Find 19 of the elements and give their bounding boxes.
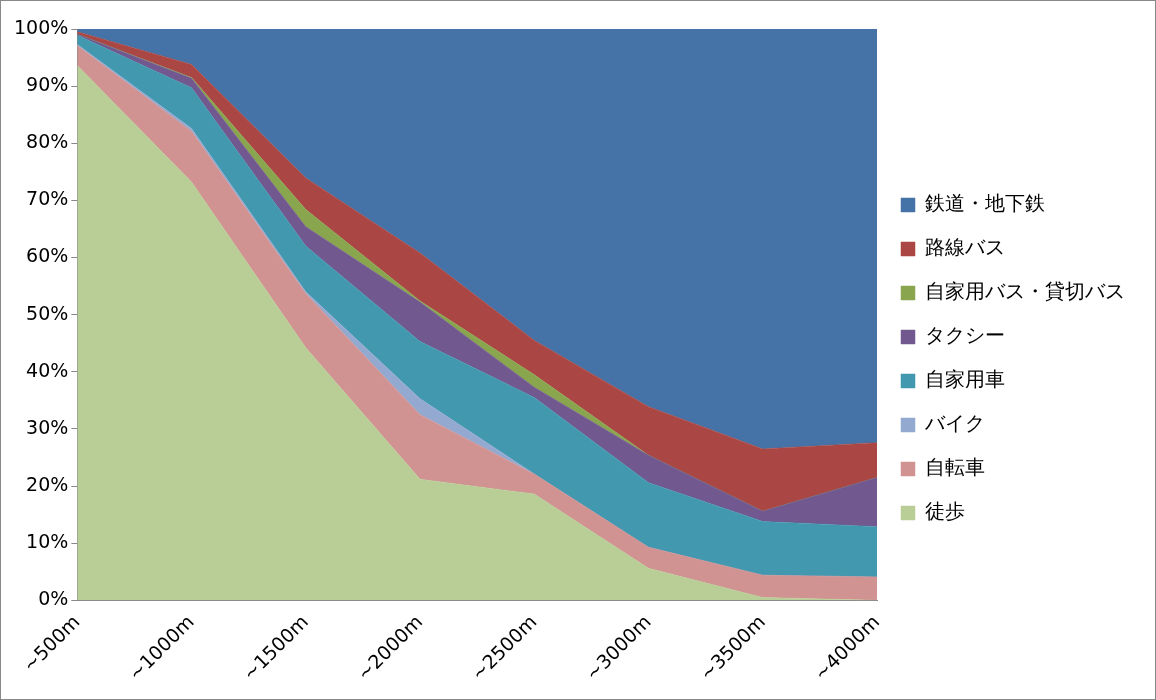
legend-label: 自転車 bbox=[925, 455, 985, 480]
y-tick-label: 90% bbox=[26, 73, 69, 96]
y-tick-label: 0% bbox=[38, 587, 69, 610]
legend-label: 路線バス bbox=[925, 235, 1005, 260]
y-tick-label: 60% bbox=[26, 244, 69, 267]
legend-label: 徒歩 bbox=[925, 499, 965, 524]
y-tick-label: 20% bbox=[26, 473, 69, 496]
legend-label: 自家用バス・貸切バス bbox=[925, 279, 1125, 304]
y-tick-label: 40% bbox=[26, 358, 69, 381]
y-tick-label: 80% bbox=[26, 130, 69, 153]
y-tick-label: 10% bbox=[26, 530, 69, 553]
legend-label: 自家用車 bbox=[925, 367, 1005, 392]
legend-label: バイク bbox=[924, 411, 985, 436]
y-tick-label: 100% bbox=[13, 15, 69, 38]
legend-label: 鉄道・地下鉄 bbox=[925, 191, 1045, 216]
y-tick-label: 50% bbox=[26, 301, 69, 324]
y-tick-label: 30% bbox=[26, 415, 69, 438]
y-tick-label: 70% bbox=[26, 187, 69, 210]
legend-label: タクシー bbox=[925, 323, 1005, 348]
